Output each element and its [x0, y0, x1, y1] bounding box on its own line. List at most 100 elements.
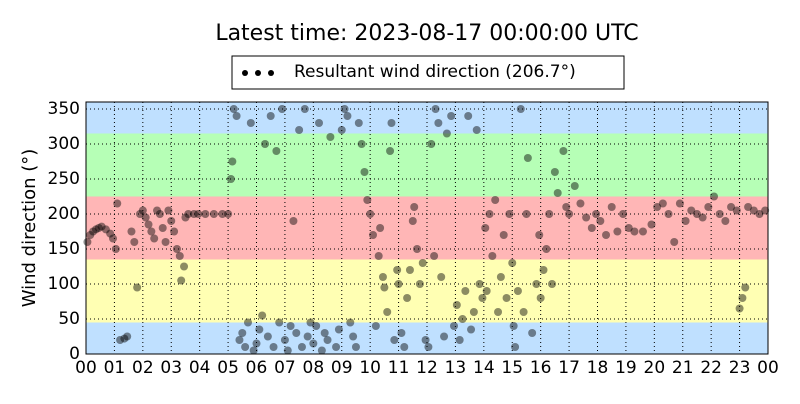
data-point — [292, 329, 301, 337]
data-point — [101, 225, 110, 234]
data-point — [303, 332, 312, 341]
data-point — [735, 304, 744, 313]
data-point — [278, 105, 287, 113]
data-point — [127, 227, 136, 236]
x-tick-label: 15 — [501, 358, 523, 378]
data-point — [430, 252, 439, 260]
data-point — [113, 199, 122, 208]
data-point — [502, 294, 511, 302]
data-point — [624, 224, 633, 232]
data-point — [334, 325, 343, 334]
data-point — [539, 266, 548, 274]
data-point — [209, 210, 218, 218]
data-point — [488, 252, 497, 260]
data-point — [400, 343, 409, 351]
data-point — [360, 168, 369, 176]
legend-marker — [255, 70, 261, 76]
data-point — [405, 266, 414, 274]
data-point — [658, 199, 667, 208]
x-tick-label: 14 — [473, 358, 495, 378]
data-point — [548, 280, 557, 288]
data-point — [535, 231, 544, 239]
data-point — [116, 336, 125, 344]
x-tick-label: 20 — [644, 358, 666, 378]
data-point — [653, 203, 662, 211]
x-tick-label: 05 — [217, 358, 239, 378]
data-point — [340, 105, 349, 113]
data-point — [452, 301, 461, 309]
data-point — [528, 329, 537, 337]
data-point — [698, 213, 707, 222]
data-point — [744, 203, 753, 211]
legend-label: Resultant wind direction (206.7°) — [294, 62, 576, 82]
legend-marker — [268, 70, 274, 76]
data-point — [300, 105, 309, 113]
data-point — [387, 119, 396, 127]
data-point — [692, 210, 701, 218]
legend-box — [231, 55, 625, 90]
data-point — [496, 273, 505, 281]
data-point — [351, 343, 360, 351]
data-point — [553, 189, 562, 197]
data-point — [354, 119, 363, 127]
x-tick-label: 21 — [672, 358, 694, 378]
data-point — [741, 283, 750, 292]
data-point — [326, 133, 335, 141]
data-point — [710, 192, 719, 201]
data-point — [670, 238, 679, 246]
data-point — [619, 210, 628, 218]
data-point — [431, 105, 440, 113]
data-point — [224, 210, 233, 218]
data-point — [249, 346, 258, 355]
data-point — [508, 259, 517, 267]
data-point — [455, 336, 464, 344]
y-tick-label: 50 — [58, 309, 80, 329]
y-tick-label: 100 — [48, 274, 80, 294]
data-point — [106, 229, 115, 238]
data-point — [261, 140, 270, 148]
data-point — [164, 206, 173, 215]
data-point — [269, 343, 278, 351]
data-point — [258, 311, 267, 320]
data-point — [150, 234, 159, 243]
x-tick-label: 12 — [416, 358, 438, 378]
data-point — [218, 210, 227, 218]
data-point — [738, 294, 747, 302]
data-point — [366, 210, 375, 218]
data-point — [147, 227, 156, 236]
data-point — [390, 336, 399, 344]
data-point — [413, 245, 422, 253]
data-point — [613, 227, 622, 236]
y-tick-label: 0 — [69, 344, 80, 364]
data-point — [545, 210, 554, 218]
data-point — [374, 252, 383, 260]
data-point — [357, 140, 366, 148]
y-tick-label: 200 — [48, 204, 80, 224]
data-point — [320, 329, 329, 337]
data-point — [491, 196, 500, 204]
data-point — [675, 199, 684, 208]
data-point — [317, 346, 326, 355]
data-point — [312, 322, 321, 330]
data-point — [380, 283, 389, 292]
data-point — [721, 217, 730, 225]
data-point — [461, 287, 470, 295]
data-point — [570, 182, 579, 190]
data-point — [472, 126, 481, 134]
data-point — [180, 262, 189, 271]
data-point — [89, 227, 98, 236]
data-point — [602, 231, 611, 239]
data-point — [499, 231, 508, 239]
data-point — [181, 213, 190, 222]
data-point — [565, 210, 574, 218]
data-point — [133, 283, 142, 292]
x-tick-label: 11 — [388, 358, 410, 378]
data-point — [120, 334, 129, 343]
data-point — [516, 105, 525, 113]
data-point — [172, 245, 181, 253]
data-point — [592, 210, 601, 218]
data-point — [576, 199, 585, 208]
chart-title: Latest time: 2023-08-17 00:00:00 UTC — [215, 21, 638, 46]
data-point — [255, 325, 264, 334]
data-point — [252, 339, 261, 348]
